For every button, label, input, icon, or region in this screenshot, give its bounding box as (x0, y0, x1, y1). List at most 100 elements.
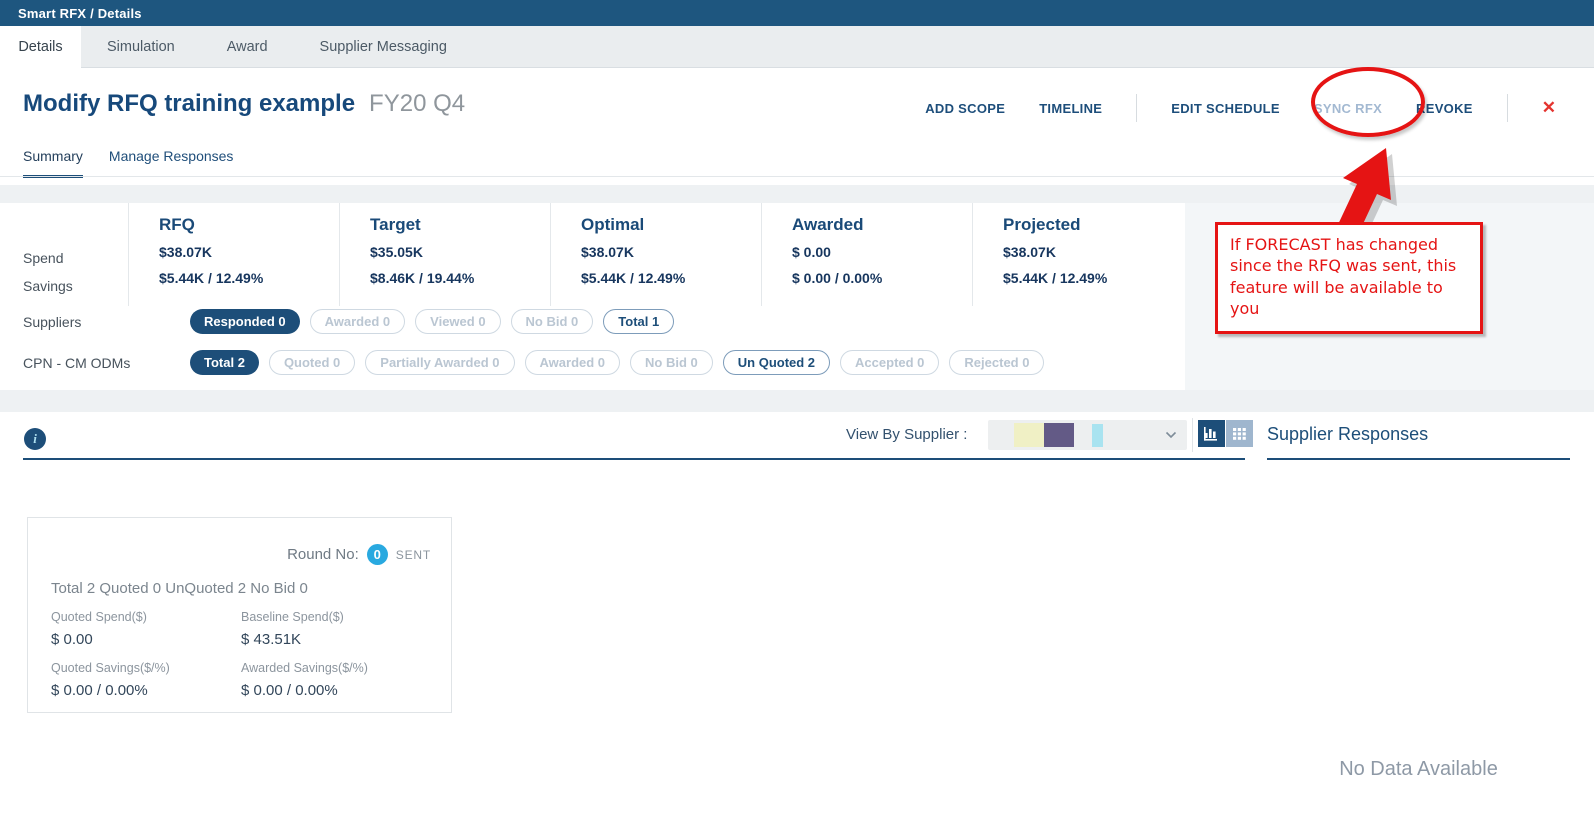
subtab-manage-responses[interactable]: Manage Responses (108, 148, 234, 164)
divider (1506, 94, 1508, 122)
close-icon[interactable]: ✕ (1541, 98, 1556, 117)
metric-spend: $ 0.00 (792, 244, 831, 260)
legend-swatch-cyan (1092, 423, 1103, 447)
pill-awarded-supplier[interactable]: Awarded 0 (309, 309, 406, 334)
stat-value: $ 0.00 / 0.00% (241, 682, 338, 699)
app-top-bar: Smart RFX / Details (0, 0, 1594, 26)
section-separator (0, 390, 1594, 412)
metric-savings: $5.44K / 12.49% (1003, 270, 1108, 286)
metric-column-projected: Projected $38.07K $5.44K / 12.49% (972, 203, 1183, 306)
bar-chart-view-icon[interactable] (1198, 420, 1225, 447)
pill-un-quoted[interactable]: Un Quoted 2 (722, 350, 831, 375)
stat-value: $ 43.51K (241, 631, 302, 648)
divider (1136, 94, 1138, 122)
add-scope-button[interactable]: ADD SCOPE (925, 100, 1006, 116)
stat-label: Awarded Savings($/%) (241, 661, 368, 675)
stat-label: Quoted Savings($/%) (51, 661, 170, 675)
revoke-button[interactable]: REVOKE (1416, 100, 1473, 116)
sync-rfx-button[interactable]: SYNC RFX (1313, 100, 1383, 116)
metric-spend: $38.07K (581, 244, 634, 260)
metric-column-target: Target $35.05K $8.46K / 19.44% (339, 203, 550, 306)
page-title-row: Modify RFQ training example FY20 Q4 (23, 90, 465, 118)
tab-award[interactable]: Award (226, 39, 268, 55)
edit-schedule-button[interactable]: EDIT SCHEDULE (1171, 100, 1280, 116)
metric-savings: $5.44K / 12.49% (581, 270, 686, 286)
spend-row-label: Spend (23, 250, 64, 266)
round-number-badge: 0 (366, 544, 388, 565)
round-status-badge: SENT (395, 547, 431, 562)
divider (23, 458, 1245, 460)
suppliers-filter-row: Suppliers Responded 0 Awarded 0 Viewed 0… (23, 309, 675, 334)
pill-accepted[interactable]: Accepted 0 (840, 350, 940, 375)
pill-awarded-cpn[interactable]: Awarded 0 (524, 350, 621, 375)
breadcrumb: Smart RFX / Details (18, 5, 142, 21)
sub-tab-bar: Summary Manage Responses (23, 148, 233, 178)
page-title: Modify RFQ training example (23, 90, 356, 117)
module-tab-bar: Details Simulation Award Supplier Messag… (0, 26, 1594, 68)
stat-quoted-savings: Quoted Savings($/%) $ 0.00 / 0.00% (51, 661, 241, 699)
responses-section: i View By Supplier : Supplier Responses … (0, 412, 1594, 815)
table-view-icon[interactable] (1226, 420, 1253, 447)
metric-spend: $38.07K (159, 244, 212, 260)
section-separator (0, 185, 1594, 203)
round-no-label: Round No: (287, 546, 359, 563)
view-toggle (1198, 420, 1253, 447)
metric-name: Awarded (792, 215, 864, 234)
metric-spend: $38.07K (1003, 244, 1056, 260)
pill-total-suppliers[interactable]: Total 1 (603, 309, 675, 334)
divider (1267, 458, 1570, 460)
supplier-legend-dropdown[interactable] (988, 420, 1187, 450)
cpn-filter-row: CPN - CM ODMs Total 2 Quoted 0 Partially… (23, 350, 1045, 375)
stat-label: Quoted Spend($) (51, 610, 147, 624)
chevron-down-icon (1165, 429, 1177, 441)
pill-responded[interactable]: Responded 0 (190, 309, 300, 334)
legend-swatch-yellow (1014, 423, 1044, 447)
metric-savings: $5.44K / 12.49% (159, 270, 264, 286)
stat-baseline-spend: Baseline Spend($) $ 43.51K (241, 610, 431, 648)
stat-quoted-spend: Quoted Spend($) $ 0.00 (51, 610, 241, 648)
tab-simulation[interactable]: Simulation (107, 39, 175, 55)
metric-name: Optimal (581, 215, 645, 234)
pill-partially-awarded[interactable]: Partially Awarded 0 (365, 350, 515, 375)
metric-column-awarded: Awarded $ 0.00 $ 0.00 / 0.00% (761, 203, 972, 306)
cpn-row-label: CPN - CM ODMs (23, 354, 131, 371)
stat-value: $ 0.00 (51, 631, 93, 648)
stat-label: Baseline Spend($) (241, 610, 344, 624)
pill-total-cpn[interactable]: Total 2 (190, 350, 259, 375)
info-icon[interactable]: i (24, 428, 46, 450)
round-summary-card: Round No: 0 SENT Total 2 Quoted 0 UnQuot… (27, 517, 452, 713)
metric-column-rfq: RFQ $38.07K $5.44K / 12.49% (128, 203, 339, 306)
metric-name: Projected (1003, 215, 1081, 234)
pill-no-bid-supplier[interactable]: No Bid 0 (510, 309, 594, 334)
pill-quoted[interactable]: Quoted 0 (268, 350, 356, 375)
supplier-responses-title: Supplier Responses (1267, 424, 1429, 444)
view-by-supplier-label: View By Supplier : (846, 426, 968, 443)
metric-savings: $ 0.00 / 0.00% (792, 270, 883, 286)
divider (0, 176, 1594, 177)
tab-supplier-messaging[interactable]: Supplier Messaging (319, 39, 447, 55)
spend-savings-metrics: Spend Savings RFQ $38.07K $5.44K / 12.49… (0, 203, 1185, 306)
suppliers-row-label: Suppliers (23, 313, 82, 330)
round-counts: Total 2 Quoted 0 UnQuoted 2 No Bid 0 (51, 580, 308, 597)
savings-row-label: Savings (23, 278, 73, 294)
summary-section: Spend Savings RFQ $38.07K $5.44K / 12.49… (0, 203, 1594, 390)
pill-no-bid-cpn[interactable]: No Bid 0 (630, 350, 713, 375)
metric-spend: $35.05K (370, 244, 423, 260)
page-title-tag: FY20 Q4 (369, 90, 466, 117)
legend-swatch-purple (1044, 423, 1074, 447)
pill-rejected[interactable]: Rejected 0 (949, 350, 1045, 375)
summary-panel: Spend Savings RFQ $38.07K $5.44K / 12.49… (0, 203, 1185, 390)
tab-details[interactable]: Details (0, 26, 81, 68)
timeline-button[interactable]: TIMELINE (1039, 100, 1103, 116)
stat-value: $ 0.00 / 0.00% (51, 682, 148, 699)
divider (1192, 418, 1193, 452)
metric-column-optimal: Optimal $38.07K $5.44K / 12.49% (550, 203, 761, 306)
header-actions: ADD SCOPE TIMELINE EDIT SCHEDULE SYNC RF… (925, 94, 1556, 122)
subtab-summary[interactable]: Summary (23, 148, 83, 178)
no-data-message: No Data Available (1339, 758, 1498, 780)
metric-savings: $8.46K / 19.44% (370, 270, 475, 286)
pill-viewed[interactable]: Viewed 0 (415, 309, 501, 334)
stat-awarded-savings: Awarded Savings($/%) $ 0.00 / 0.00% (241, 661, 431, 699)
metric-name: RFQ (159, 215, 195, 234)
metric-name: Target (370, 215, 421, 234)
